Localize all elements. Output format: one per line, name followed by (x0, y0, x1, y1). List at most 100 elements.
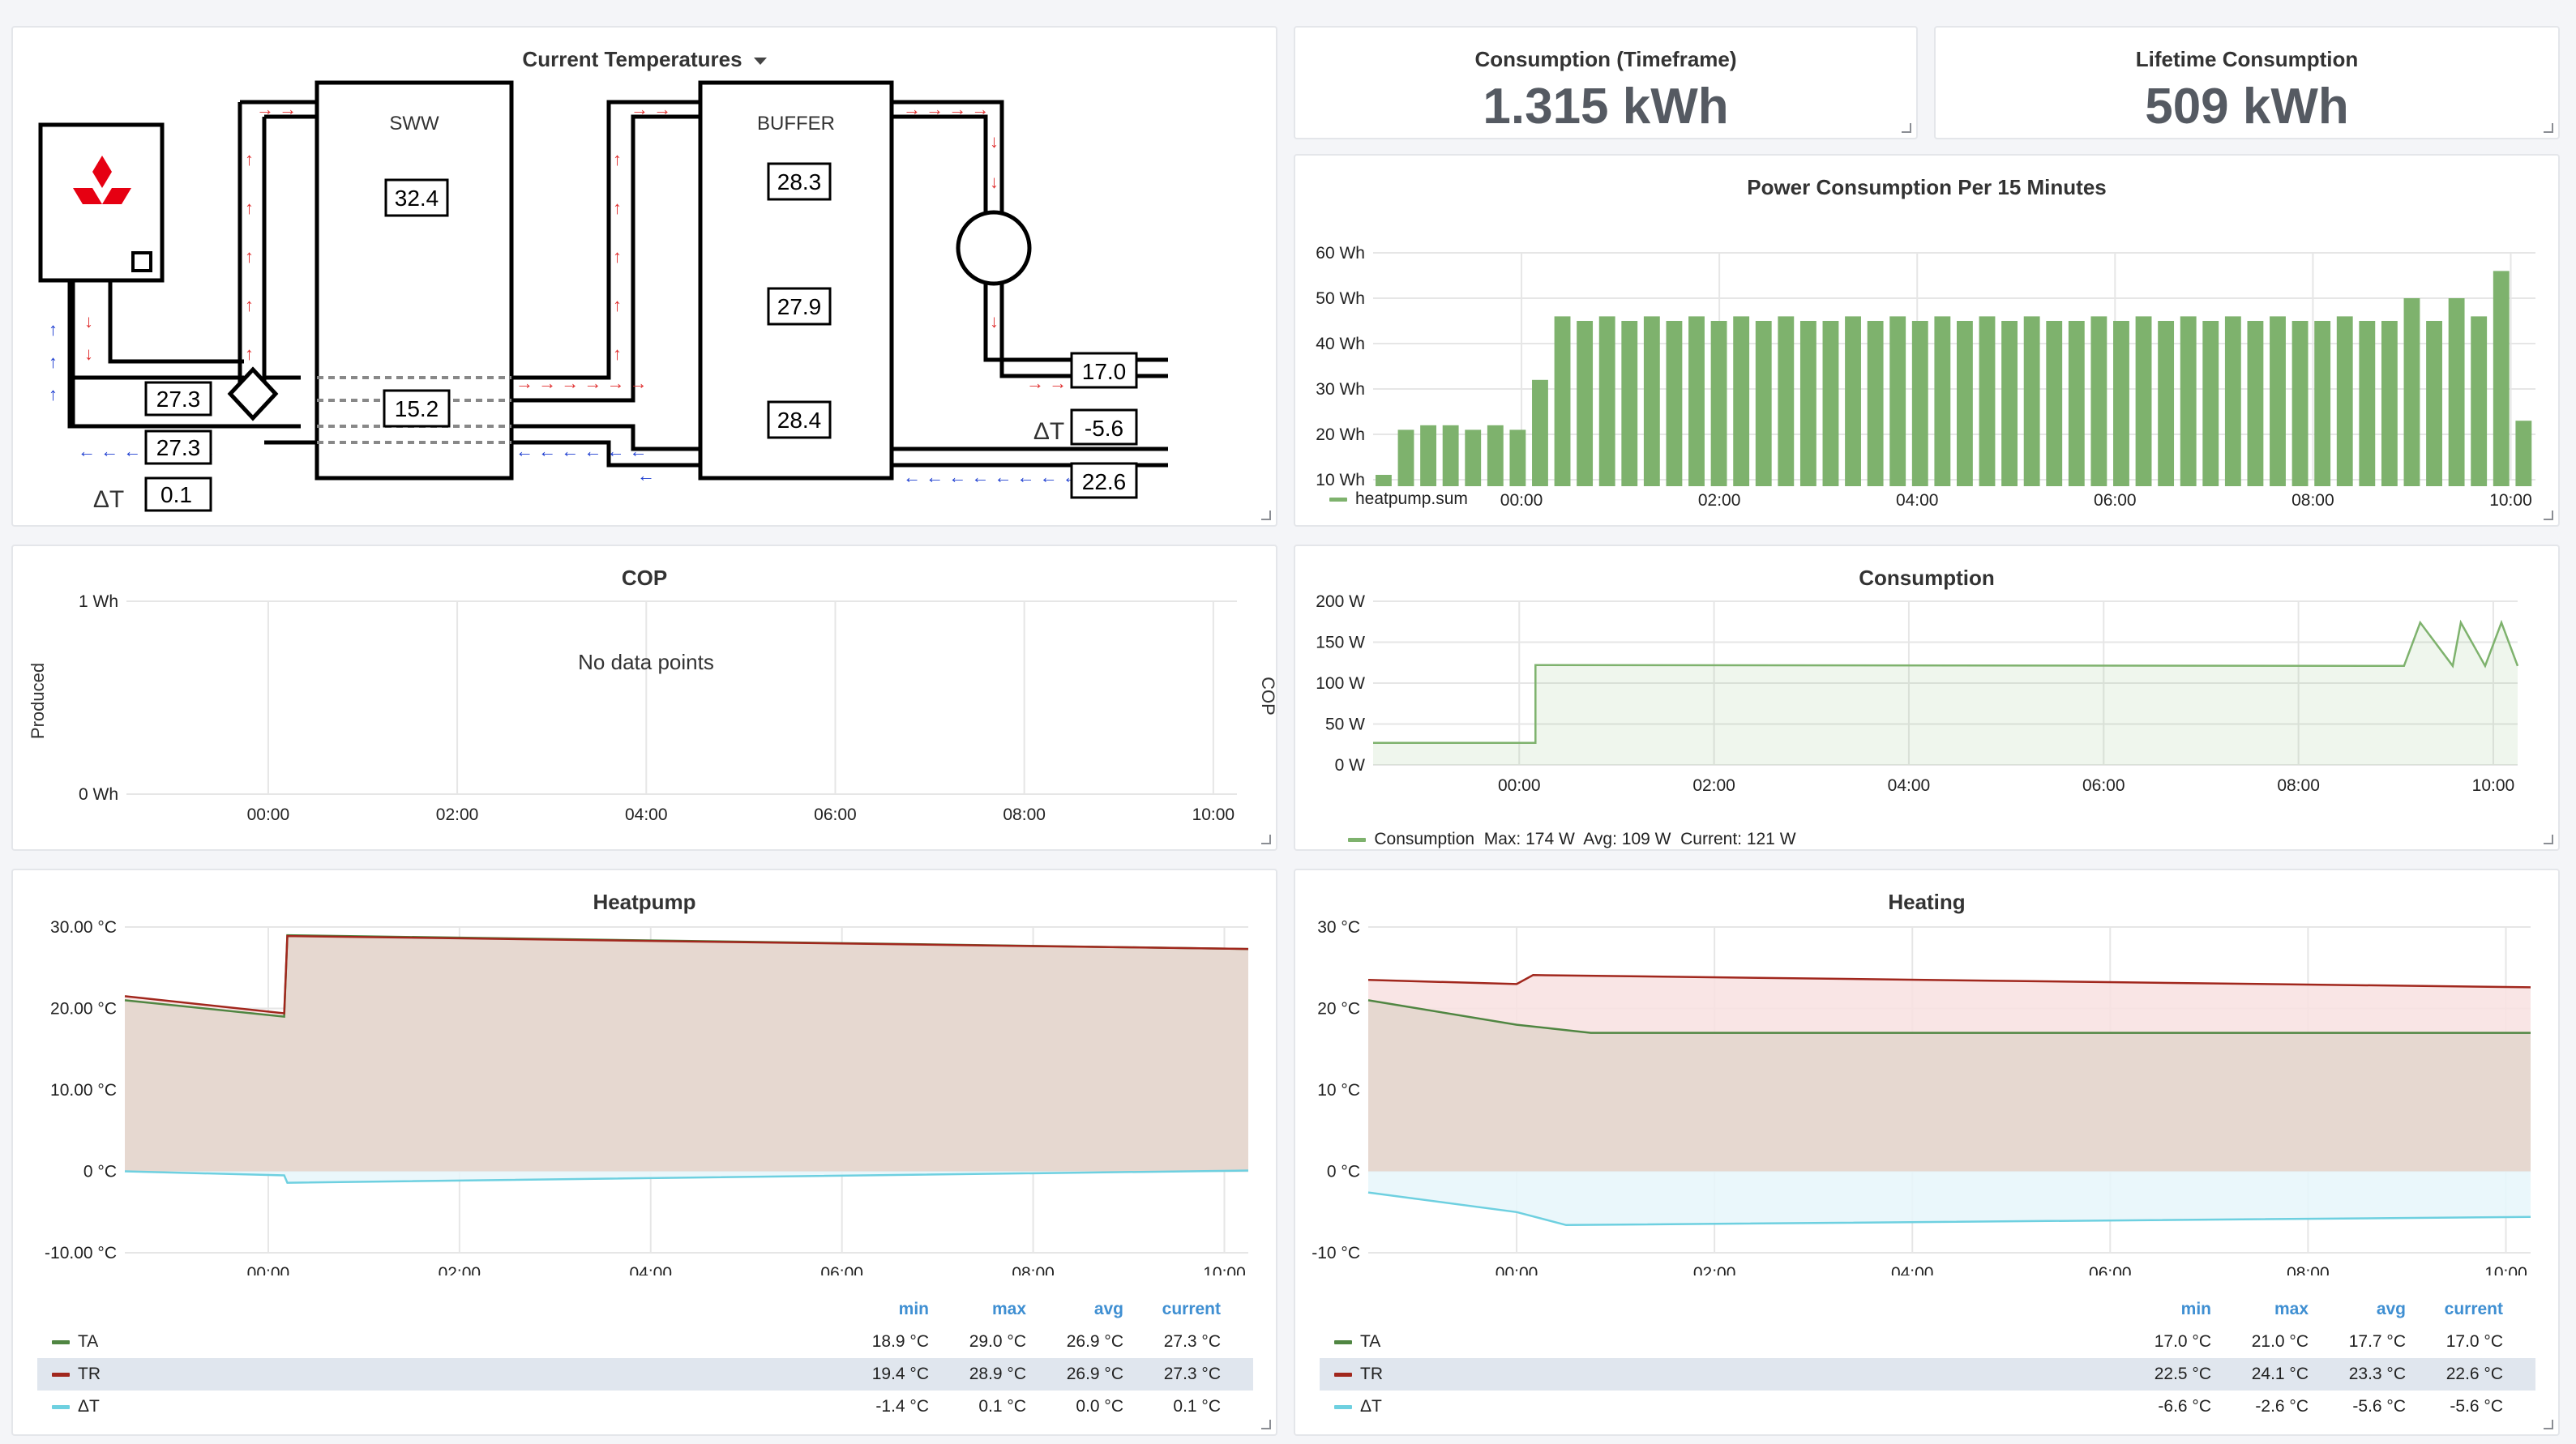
legend-heatpump-sum[interactable]: heatpump.sum (1329, 489, 1468, 509)
x-tick-label: 02:00 (439, 1264, 481, 1275)
y-tick-label: 1 Wh (79, 592, 118, 611)
bar (1442, 425, 1459, 486)
bar (2471, 316, 2488, 486)
panel-title[interactable]: Power Consumption Per 15 Minutes (1747, 175, 2107, 199)
svg-text:← ← ← ← ← ←: ← ← ← ← ← ← (516, 441, 648, 461)
series-line-ΔT (1367, 1191, 2531, 1227)
legend-consumption[interactable]: Consumption Max: 174 W Avg: 109 W Curren… (1329, 810, 1796, 849)
x-tick-label: 02:00 (1692, 776, 1735, 795)
legend-row-tr[interactable]: TR 19.4 °C 28.9 °C 26.9 °C 27.3 °C (37, 1358, 1253, 1391)
bar (2403, 298, 2420, 486)
y-tick-label: 0 Wh (79, 785, 118, 804)
bar (2247, 321, 2264, 486)
series-line-ΔT (124, 1169, 1249, 1184)
bar (2381, 321, 2398, 486)
legend-row-ta[interactable]: TA 17.0 °C 21.0 °C 17.7 °C 17.0 °C (1320, 1326, 2535, 1358)
x-tick-label: 08:00 (2291, 491, 2334, 510)
legend-swatch (1348, 837, 1367, 842)
bar (1778, 316, 1795, 486)
sww-mid-temp: 15.2 (395, 396, 439, 421)
svg-text:↑: ↑ (613, 149, 622, 169)
resize-handle[interactable] (1261, 511, 1271, 520)
panel-current-temperatures: Current Temperatures (11, 26, 1277, 527)
panel-title[interactable]: Heatpump (593, 890, 696, 914)
panel-title[interactable]: COP (621, 566, 668, 590)
header-max[interactable]: max (991, 1300, 1026, 1318)
svg-text:↑: ↑ (613, 295, 622, 315)
heatpump-indicator (131, 251, 152, 272)
header-current[interactable]: current (1162, 1300, 1221, 1318)
bar (1934, 316, 1951, 486)
bar (1643, 316, 1660, 486)
value-min: 18.9 °C (871, 1332, 929, 1351)
y-tick-label: 10.00 °C (50, 1081, 117, 1100)
delta-t-label-right: ΔT (1033, 418, 1064, 445)
y-tick-label: 20 Wh (1316, 425, 1365, 444)
x-tick-label: 06:00 (2094, 491, 2137, 510)
svg-text:↑: ↑ (245, 246, 254, 267)
value-min: -1.4 °C (875, 1397, 929, 1416)
series-line-TR (1367, 974, 2531, 989)
bar (2359, 321, 2376, 486)
legend-row-delta[interactable]: ΔT -1.4 °C 0.1 °C 0.0 °C 0.1 °C (37, 1391, 1253, 1423)
panel-title-text: Current Temperatures (522, 47, 742, 71)
value-max: 29.0 °C (969, 1332, 1026, 1351)
bar (1822, 321, 1839, 486)
resize-handle[interactable] (2544, 123, 2553, 133)
x-tick-label: 04:00 (1896, 491, 1939, 510)
x-tick-label: 02:00 (436, 805, 479, 824)
bar (1688, 316, 1705, 486)
bar (2314, 321, 2331, 486)
y-tick-label: 10 °C (1317, 1081, 1360, 1100)
series-name: TR (1360, 1365, 1383, 1383)
header-min[interactable]: min (2180, 1300, 2211, 1318)
x-tick-label: 08:00 (2277, 776, 2320, 795)
y-tick-label: 200 W (1316, 592, 1365, 611)
svg-text:↑: ↑ (245, 149, 254, 169)
legend-row-ta[interactable]: TA 18.9 °C 29.0 °C 26.9 °C 27.3 °C (37, 1326, 1253, 1358)
x-tick-label: 00:00 (247, 1264, 290, 1275)
panel-title[interactable]: Consumption (1859, 566, 1995, 590)
legend-row-tr[interactable]: TR 22.5 °C 24.1 °C 23.3 °C 22.6 °C (1320, 1358, 2535, 1391)
header-max[interactable]: max (2274, 1300, 2309, 1318)
panel-title-current-temperatures[interactable]: Current Temperatures (13, 47, 1276, 72)
value-avg: 26.9 °C (1066, 1332, 1123, 1351)
panel-title[interactable]: Lifetime Consumption (2135, 47, 2359, 71)
resize-handle[interactable] (2544, 1420, 2553, 1429)
value-avg: 17.7 °C (2348, 1332, 2406, 1351)
consumption-chart: 200 W 150 W 100 W 50 W 0 W 00:00 02:00 04:00 06:… (1316, 592, 2519, 795)
header-current[interactable]: current (2444, 1300, 2503, 1318)
hp-delta-temp: 0.1 (160, 482, 192, 507)
x-tick-label: 08:00 (1003, 805, 1046, 824)
resize-handle[interactable] (2544, 511, 2553, 520)
header-min[interactable]: min (898, 1300, 929, 1318)
x-tick-label: 00:00 (1500, 491, 1543, 510)
mitsubishi-logo-icon (73, 156, 131, 204)
value-avg: 23.3 °C (2348, 1365, 2406, 1383)
bar (1867, 321, 1884, 486)
x-tick-label: 10:00 (2472, 776, 2515, 795)
buffer-bottom-temp: 28.4 (777, 408, 822, 433)
header-avg[interactable]: avg (2376, 1300, 2406, 1318)
bar (2068, 321, 2085, 486)
resize-handle[interactable] (2544, 835, 2553, 844)
x-tick-label: 02:00 (1698, 491, 1741, 510)
chevron-down-icon[interactable] (753, 57, 767, 65)
legend-swatch (1334, 1404, 1352, 1409)
x-tick-label: 06:00 (2082, 776, 2125, 795)
panel-title[interactable]: Heating (1888, 890, 1966, 914)
value-current: -5.6 °C (2450, 1397, 2503, 1416)
svg-text:↓: ↓ (990, 131, 999, 152)
header-avg[interactable]: avg (1093, 1300, 1123, 1318)
bar (2426, 321, 2442, 486)
panel-title[interactable]: Consumption (Timeframe) (1474, 47, 1737, 71)
resize-handle[interactable] (1261, 835, 1271, 844)
y-tick-label: 50 W (1325, 716, 1365, 734)
legend-swatch (1334, 1372, 1352, 1377)
resize-handle[interactable] (1902, 123, 1911, 133)
legend-row-delta[interactable]: ΔT -6.6 °C -2.6 °C -5.6 °C -5.6 °C (1320, 1391, 2535, 1423)
resize-handle[interactable] (1261, 1420, 1271, 1429)
mixing-valve-icon (227, 366, 279, 421)
bar (2224, 316, 2241, 486)
bar (2135, 316, 2152, 486)
